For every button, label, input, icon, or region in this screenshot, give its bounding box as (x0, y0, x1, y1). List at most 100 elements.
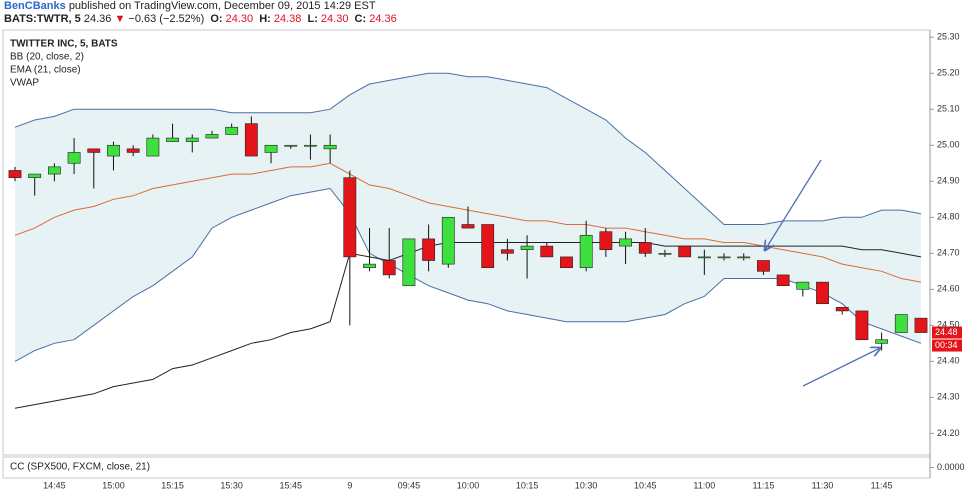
x-tick-label: 10:45 (634, 480, 657, 490)
candle-body (422, 238, 436, 261)
legend-entry: VWAP (10, 78, 39, 89)
ohlc-value: 24.36 (369, 13, 397, 25)
x-tick-label: 15:30 (220, 480, 243, 490)
candle-body (8, 170, 22, 178)
candle-body (28, 173, 42, 178)
candle-body (343, 177, 357, 258)
candle-body (126, 148, 140, 153)
legend-entry: BB (20, close, 2) (10, 52, 84, 63)
candle-body (717, 256, 731, 259)
candle-body (284, 144, 298, 147)
x-tick-label: 15:45 (279, 480, 302, 490)
candle-body (382, 260, 396, 276)
candle-body (619, 238, 632, 247)
x-tick-label: 10:00 (457, 480, 480, 490)
x-tick-label: 9 (347, 480, 352, 490)
candle-body (107, 144, 120, 157)
candle-body (776, 274, 790, 287)
band-lower (14, 187, 922, 362)
candle-body (560, 256, 573, 269)
candle-layer (8, 116, 928, 351)
header-line: BenCBanks published on TradingView.com, … (4, 0, 397, 13)
candle-body (441, 216, 455, 265)
y-tick-label: 24.70 (937, 248, 960, 258)
candle-body (816, 281, 829, 305)
candle-body (47, 166, 61, 175)
candle-body (875, 339, 889, 344)
candle-body (894, 314, 908, 333)
candle-body (599, 231, 613, 251)
lower-y-tick-label: 0.0000 (937, 462, 965, 472)
candle-body (697, 256, 711, 259)
y-tick-label: 25.00 (937, 140, 960, 150)
candle-body (540, 245, 554, 258)
legend-entry: EMA (21, close) (10, 65, 81, 76)
x-tick-label: 14:45 (43, 480, 66, 490)
candle-body (363, 263, 376, 269)
symbol: BATS:TWTR, 5 (4, 13, 81, 25)
candle-body (737, 256, 751, 259)
y-tick-label: 24.30 (937, 392, 960, 402)
ohlc-value: 24.30 (320, 13, 349, 25)
header-line: BATS:TWTR, 5 24.36 ▼ −0.63 (−2.52%) O: 2… (4, 13, 397, 26)
candle-body (579, 234, 593, 269)
candle-body (481, 224, 495, 269)
y-tick-label: 24.80 (937, 212, 960, 222)
candle-body (264, 144, 278, 153)
last-price-label: 24.48 (935, 327, 958, 337)
y-tick-label: 25.10 (937, 104, 960, 114)
candle-body (835, 307, 849, 312)
ohlc-label: O: (210, 13, 223, 25)
ohlc-value: 24.30 (225, 13, 254, 25)
last-price: 24.36 (83, 13, 112, 25)
countdown-label: 00:34 (935, 340, 958, 350)
candle-body (87, 148, 101, 153)
direction: ▼ (114, 13, 126, 25)
x-tick-label: 11:30 (812, 480, 834, 490)
candle-body (185, 137, 199, 142)
x-tick-label: 09:45 (398, 480, 421, 490)
candle-body (500, 249, 514, 254)
candle-body (638, 242, 652, 254)
countdown-box (932, 339, 962, 352)
candle-body (146, 137, 160, 157)
annotation-arrow (765, 159, 822, 250)
y-tick-label: 24.90 (937, 176, 960, 186)
y-tick-label: 24.50 (937, 320, 960, 330)
change: −0.63 (−2.52%) (128, 13, 205, 25)
candle-body (658, 253, 672, 255)
byline: published on TradingView.com, December 0… (68, 0, 376, 12)
candle-body (914, 317, 928, 333)
y-tick-label: 25.30 (937, 32, 960, 42)
candle-body (205, 134, 219, 139)
lower-pane-title: CC (SPX500, FXCM, close, 21) (10, 462, 150, 473)
y-tick-label: 25.20 (937, 68, 960, 78)
last-price-box (932, 326, 962, 339)
y-tick-label: 24.20 (937, 428, 960, 438)
candle-body (757, 260, 770, 272)
candle-body (304, 144, 317, 147)
candle-body (67, 152, 81, 164)
ohlc-label: H: (259, 13, 271, 25)
x-tick-label: 10:30 (575, 480, 598, 490)
candle-body (678, 245, 692, 258)
ohlc-label: C: (354, 13, 367, 25)
x-tick-label: 10:15 (516, 480, 539, 490)
candle-body (796, 281, 810, 290)
candle-body (520, 245, 534, 251)
annotation-arrow (802, 348, 880, 387)
y-tick-label: 24.60 (937, 284, 960, 294)
candle-body (323, 144, 337, 150)
x-tick-label: 11:15 (753, 480, 775, 490)
candle-body (855, 310, 869, 341)
author: BenCBanks (4, 0, 66, 12)
x-tick-label: 11:00 (693, 480, 715, 490)
candle-body (225, 126, 239, 135)
candle-body (244, 123, 258, 157)
header: BenCBanks published on TradingView.com, … (4, 0, 397, 26)
y-tick-label: 24.40 (937, 356, 960, 366)
candle-body (461, 224, 475, 229)
chart-title: TWITTER INC, 5, BATS (10, 39, 118, 50)
